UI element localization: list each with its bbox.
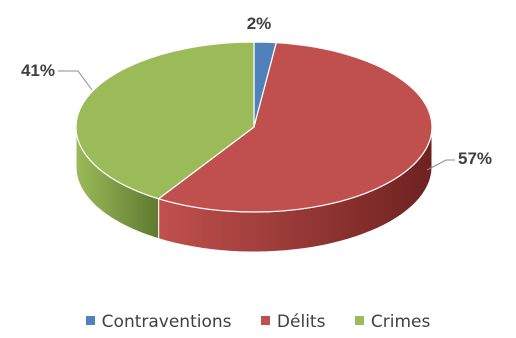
pie-slice-delits[interactable] [157, 42, 433, 213]
legend-item-contraventions[interactable]: Contraventions [85, 312, 232, 332]
legend: Contraventions Délits Crimes [0, 312, 516, 332]
leader-line-delits [426, 159, 455, 171]
legend-swatch-contraventions [85, 315, 95, 325]
pie-slice-crimes[interactable] [75, 41, 255, 200]
legend-label-contraventions: Contraventions [101, 312, 232, 332]
pie-top [75, 41, 433, 213]
legend-swatch-crimes [354, 315, 364, 325]
legend-label-crimes: Crimes [370, 312, 431, 332]
data-label-delits: 57% [458, 149, 492, 168]
data-label-contraventions: 2% [247, 14, 272, 33]
pie-chart: 2% 57% 41% [21, 14, 492, 253]
legend-label-delits: Délits [276, 312, 326, 332]
data-label-crimes: 41% [21, 61, 55, 80]
legend-item-crimes[interactable]: Crimes [354, 312, 431, 332]
legend-swatch-delits [260, 315, 270, 325]
leader-line-crimes [58, 70, 93, 91]
legend-item-delits[interactable]: Délits [260, 312, 326, 332]
